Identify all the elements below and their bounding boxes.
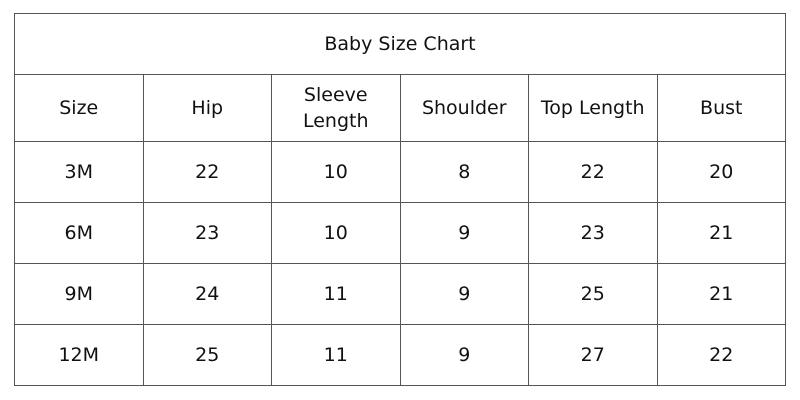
- table-cell: 22: [528, 141, 658, 203]
- column-header: Bust: [656, 74, 786, 142]
- table-cell: 23: [142, 202, 272, 264]
- table-cell: 25: [142, 324, 272, 386]
- table-cell: 9M: [14, 263, 144, 325]
- table-cell: 11: [271, 263, 401, 325]
- table-cell: 27: [528, 324, 658, 386]
- table-cell: 22: [142, 141, 272, 203]
- table-cell: 6M: [14, 202, 144, 264]
- table-row: 6M 23 10 9 23 21: [14, 202, 786, 264]
- table-row: 12M 25 11 9 27 22: [14, 324, 786, 386]
- table-row: 3M 22 10 8 22 20: [14, 141, 786, 203]
- table-cell: 11: [271, 324, 401, 386]
- table-cell: 8: [399, 141, 529, 203]
- column-header: Shoulder: [399, 74, 529, 142]
- column-header: Size: [14, 74, 144, 142]
- header-row: Size Hip Sleeve Length Shoulder Top Leng…: [14, 74, 786, 142]
- column-header: Sleeve Length: [271, 74, 401, 142]
- table-cell: 22: [656, 324, 786, 386]
- size-chart-table: Baby Size Chart Size Hip Sleeve Length S…: [14, 13, 786, 386]
- table-cell: 23: [528, 202, 658, 264]
- column-header: Hip: [142, 74, 272, 142]
- table-cell: 3M: [14, 141, 144, 203]
- table-row: 9M 24 11 9 25 21: [14, 263, 786, 325]
- table-title: Baby Size Chart: [14, 13, 786, 75]
- table-cell: 9: [399, 324, 529, 386]
- table-cell: 20: [656, 141, 786, 203]
- table-cell: 10: [271, 202, 401, 264]
- table-cell: 25: [528, 263, 658, 325]
- table-cell: 21: [656, 202, 786, 264]
- table-cell: 21: [656, 263, 786, 325]
- table-cell: 24: [142, 263, 272, 325]
- table-cell: 12M: [14, 324, 144, 386]
- table-cell: 9: [399, 202, 529, 264]
- table-cell: 9: [399, 263, 529, 325]
- table-cell: 10: [271, 141, 401, 203]
- column-header: Top Length: [528, 74, 658, 142]
